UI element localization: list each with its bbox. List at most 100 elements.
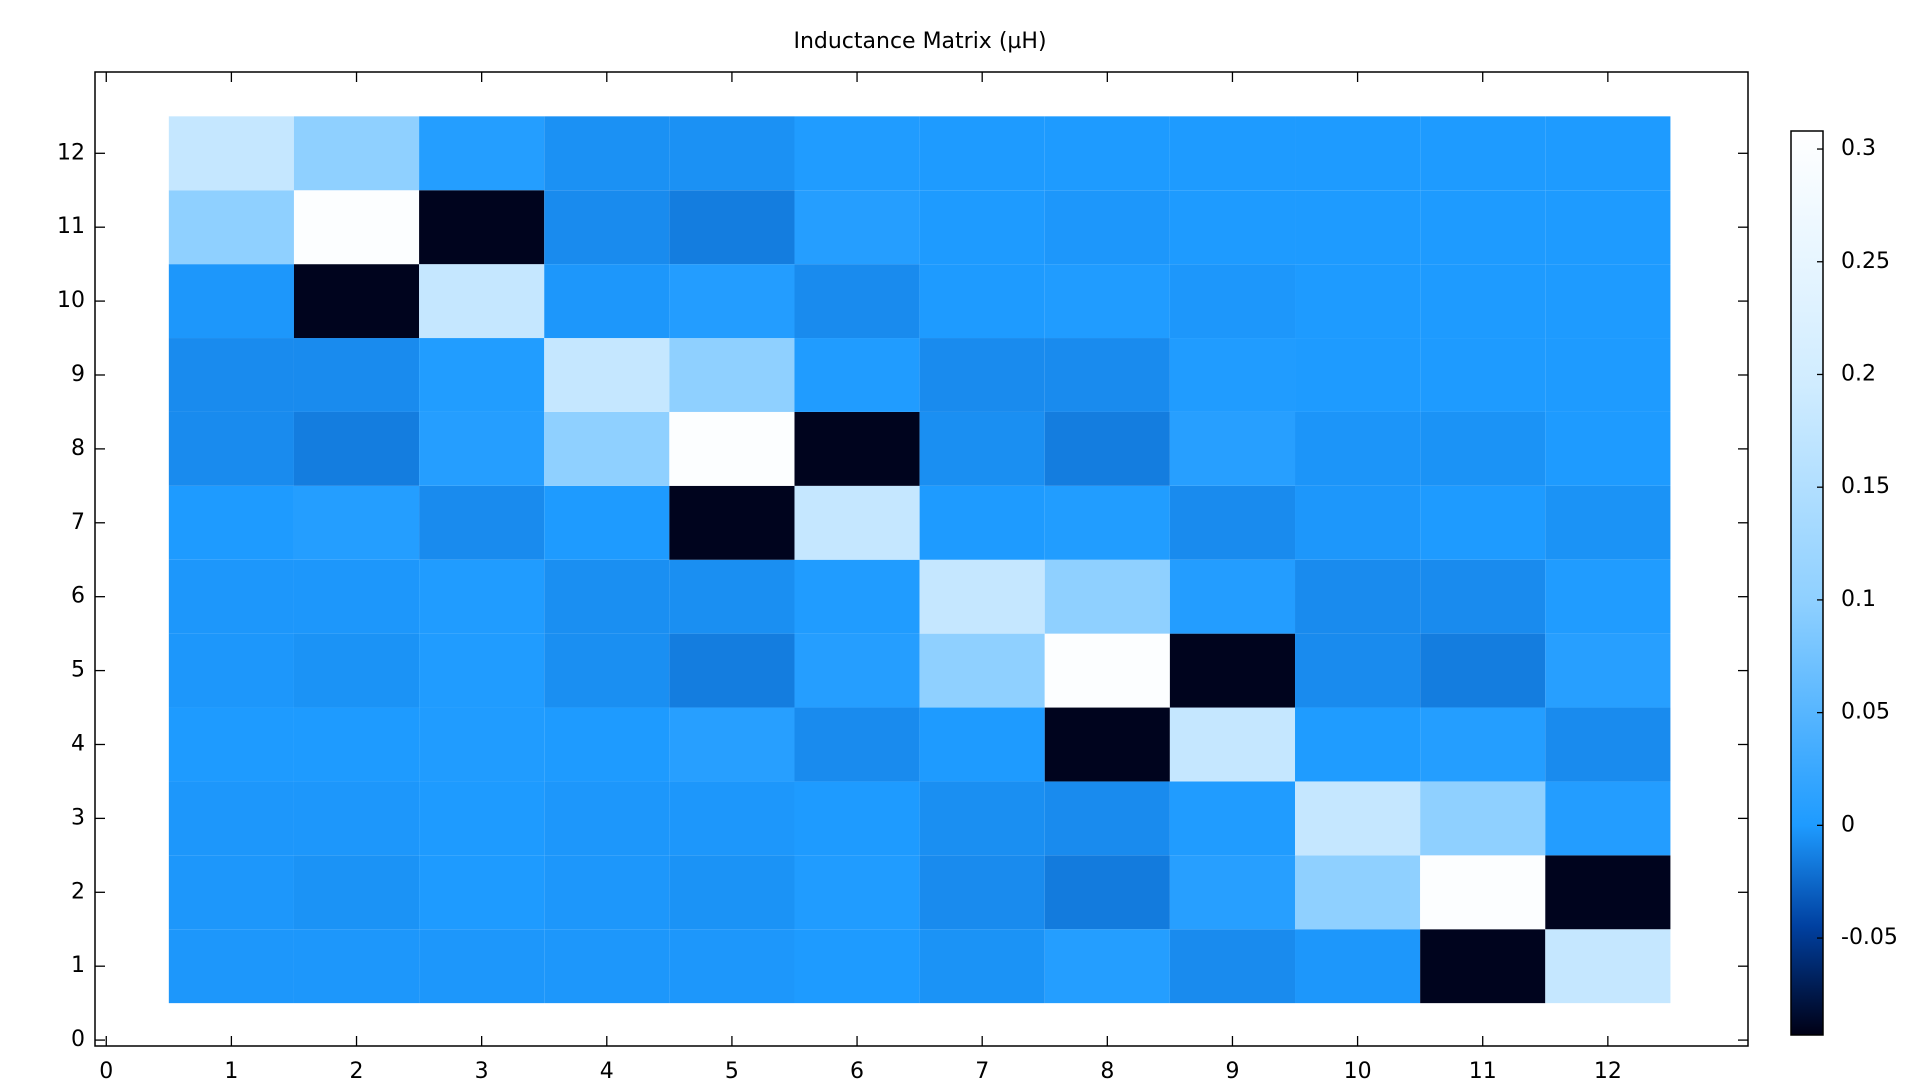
colorbar [1790,130,1824,1036]
heatmap-cell [1169,559,1296,634]
heatmap-cell [1295,929,1421,1004]
heatmap-cell [419,781,545,856]
heatmap-cell [544,116,670,191]
heatmap-cell [794,338,920,412]
heatmap-cell [544,559,670,634]
heatmap-cell [1420,190,1546,265]
heatmap-cell [794,485,920,560]
heatmap-cell [794,559,920,634]
chart-title: Inductance Matrix (µH) [793,29,1046,54]
y-tick-label: 0 [71,1027,85,1052]
y-tick-label: 8 [71,436,85,461]
heatmap-cell [544,190,670,265]
heatmap-cell [293,264,420,339]
colorbar-tick-label: 0.1 [1841,587,1876,612]
heatmap-cell [1420,781,1546,856]
heatmap-cell [1420,855,1546,930]
heatmap-cell [669,707,795,782]
heatmap-cell [293,855,420,930]
heatmap-cell [293,190,420,265]
heatmap-cell [1169,781,1296,856]
heatmap-cell [1545,190,1671,265]
heatmap-cell [1545,559,1671,634]
heatmap-cell [1420,929,1546,1004]
heatmap-cell [1545,485,1671,560]
heatmap-cell [1169,411,1296,486]
heatmap-cell [919,116,1045,191]
heatmap-cell [1044,781,1170,856]
heatmap-cell [1420,485,1546,560]
colorbar-tick-label: 0 [1841,812,1855,837]
heatmap-cell [1044,116,1170,191]
heatmap-cell [168,707,294,782]
heatmap-cell [794,190,920,265]
heatmap-cell [669,559,795,634]
heatmap-cell [1169,485,1296,560]
heatmap-cell [1545,116,1671,191]
y-tick-label: 2 [71,879,85,904]
heatmap-cell [1545,338,1671,412]
heatmap-cell [419,485,545,560]
heatmap-cell [293,929,420,1004]
heatmap-cell [544,633,670,708]
heatmap-cell [419,559,545,634]
heatmap-cell [1420,116,1546,191]
heatmap-cell [293,781,420,856]
heatmap-cell [919,411,1045,486]
heatmap-cell [1295,411,1421,486]
heatmap-cell [168,190,294,265]
heatmap-cell [293,559,420,634]
heatmap-cell [669,338,795,412]
heatmap-cell [1044,190,1170,265]
x-tick-label: 8 [1100,1059,1114,1080]
heatmap-cell [919,485,1045,560]
heatmap-cell [919,338,1045,412]
heatmap-cells [168,116,1671,1004]
x-tick-label: 0 [99,1059,113,1080]
heatmap-cell [419,338,545,412]
heatmap-cell [794,264,920,339]
heatmap-cell [1545,929,1671,1004]
heatmap-cell [1169,338,1296,412]
heatmap-cell [669,633,795,708]
heatmap-cell [419,929,545,1004]
x-tick-label: 2 [350,1059,364,1080]
heatmap-cell [1169,190,1296,265]
x-tick-label: 9 [1225,1059,1239,1080]
heatmap-cell [544,411,670,486]
y-tick-label: 6 [71,584,85,609]
colorbar-tick-label: -0.05 [1841,925,1898,950]
heatmap-cell [669,116,795,191]
heatmap-cell [1295,707,1421,782]
x-tick-label: 4 [600,1059,614,1080]
heatmap-cell [168,781,294,856]
y-tick-label: 9 [71,362,85,387]
x-tick-label: 11 [1469,1059,1497,1080]
heatmap-cell [544,264,670,339]
x-tick-label: 5 [725,1059,739,1080]
heatmap-cell [1169,264,1296,339]
heatmap-cell [794,707,920,782]
heatmap-cell [419,411,545,486]
heatmap-cell [669,485,795,560]
heatmap-cell [1295,855,1421,930]
heatmap-cell [1420,559,1546,634]
heatmap-cell [1044,485,1170,560]
x-tick-label: 3 [475,1059,489,1080]
heatmap-cell [419,707,545,782]
heatmap-cell [1169,116,1296,191]
heatmap-cell [794,929,920,1004]
heatmap-cell [419,190,545,265]
heatmap-cell [168,559,294,634]
heatmap-cell [1044,264,1170,339]
y-tick-label: 1 [71,953,85,978]
heatmap-cell [1044,338,1170,412]
x-tick-label: 1 [224,1059,238,1080]
heatmap-cell [1545,707,1671,782]
heatmap-cell [1295,338,1421,412]
heatmap-cell [1420,411,1546,486]
y-tick-label: 12 [57,140,85,165]
colorbar-tick-label: 0.05 [1841,700,1890,725]
